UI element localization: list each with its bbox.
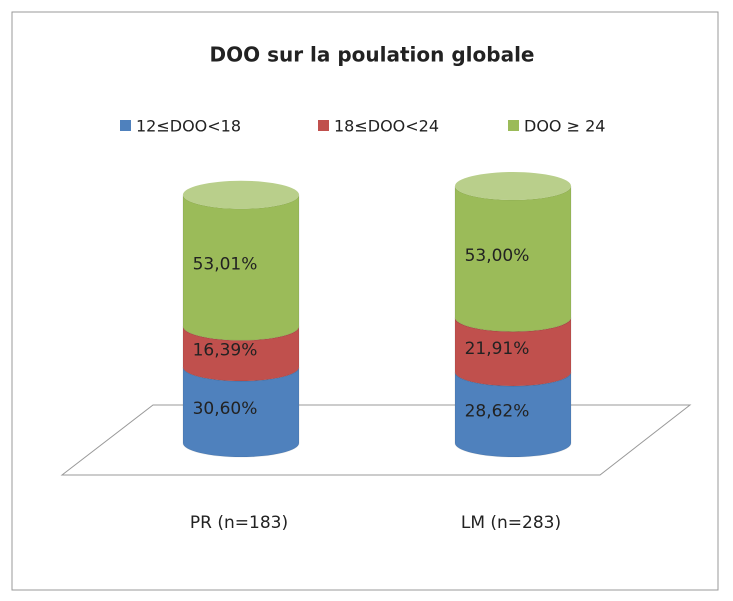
cylinder-top	[455, 172, 571, 200]
legend-swatch	[508, 120, 519, 131]
x-tick-label: PR (n=183)	[190, 513, 288, 533]
legend-label: DOO ≥ 24	[524, 117, 605, 136]
data-label: 53,00%	[465, 246, 530, 266]
data-label: 30,60%	[193, 399, 258, 419]
x-tick-label: LM (n=283)	[461, 513, 561, 533]
legend-swatch	[120, 120, 131, 131]
data-label: 53,01%	[193, 255, 258, 275]
chart-frame	[11, 11, 719, 591]
legend-label: 12≤DOO<18	[136, 117, 241, 136]
cylinder-top	[183, 180, 299, 209]
floor	[60, 404, 692, 476]
data-label: 16,39%	[193, 341, 258, 361]
data-label: 21,91%	[465, 339, 530, 359]
chart-title: DOO sur la poulation globale	[210, 43, 535, 67]
legend-swatch	[318, 120, 329, 131]
data-label: 28,62%	[465, 401, 530, 421]
legend-label: 18≤DOO<24	[334, 117, 439, 136]
